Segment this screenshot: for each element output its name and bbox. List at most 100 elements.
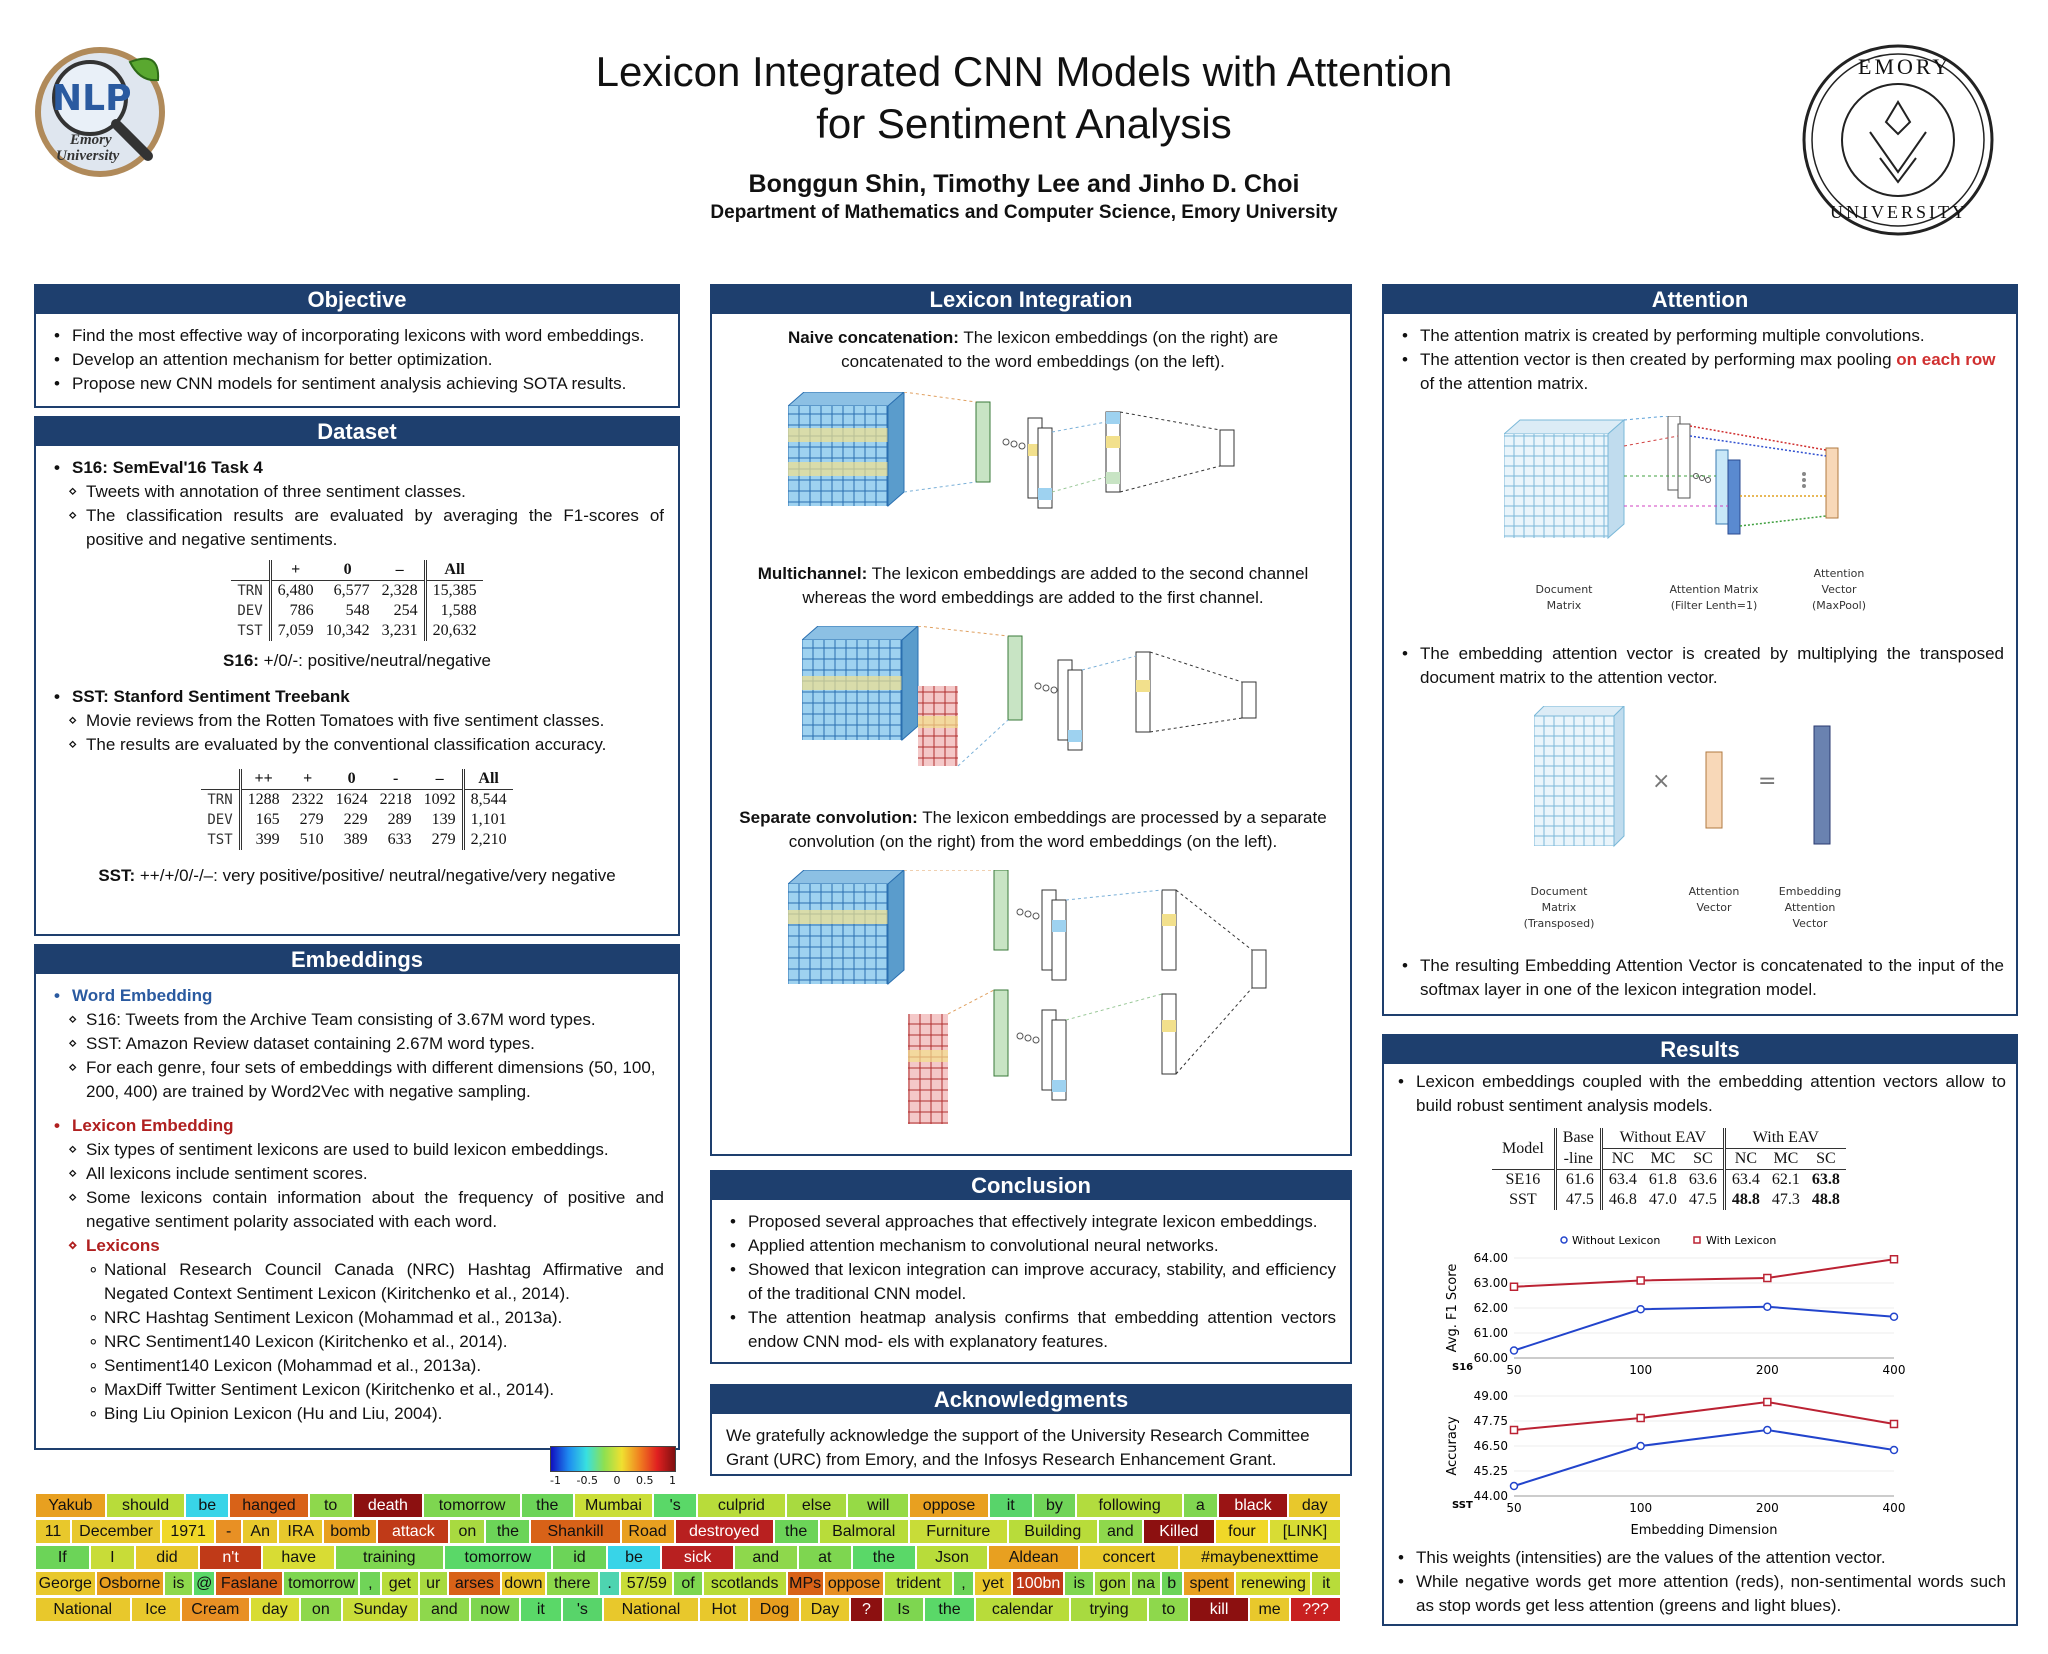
s16-items: Tweets with annotation of three sentimen… — [64, 480, 664, 552]
y-tick-label: 61.00 — [1474, 1326, 1508, 1340]
results-item-2: This weights (intensities) are the value… — [1394, 1546, 2006, 1570]
table-cell: 389 — [343, 831, 368, 848]
s16-item: The classification results are evaluated… — [64, 504, 664, 552]
fig1-am-label-2: (Filter Lenth=1) — [1670, 599, 1758, 612]
heatmap-word: ur — [419, 1572, 448, 1595]
heatmap-word: ??? — [1291, 1598, 1340, 1621]
heatmap-word: Killed — [1143, 1520, 1214, 1543]
word-embedding-item: For each genre, four sets of embeddings … — [64, 1056, 664, 1104]
heatmap-word: , — [953, 1572, 974, 1595]
heatmap-word: following — [1077, 1494, 1182, 1517]
separate-conv-text: Separate convolution: The lexicon embedd… — [728, 806, 1338, 854]
lexicon-embedding-item: All lexicons include sentiment scores. — [64, 1162, 664, 1186]
heatmap-word: on — [301, 1598, 341, 1621]
seal-bottom-text: UNIVERSITY — [1830, 202, 1968, 222]
results-cell: 47.3 — [1771, 1191, 1800, 1208]
heatmap-word: get — [382, 1572, 418, 1595]
data-point — [1509, 1346, 1519, 1355]
heatmap-word: National — [36, 1598, 130, 1621]
objective-panel: Objective Find the most effective way of… — [34, 284, 680, 408]
heatmap-word: black — [1218, 1494, 1288, 1517]
sst-item: Movie reviews from the Rotten Tomatoes w… — [64, 709, 664, 733]
table-row: TRN 6,480 6,577 2,328 15,385 — [231, 580, 483, 601]
heatmap-word: and — [1098, 1520, 1142, 1543]
table-cell: 6,577 — [333, 582, 370, 599]
heatmap-word: Osborne — [96, 1572, 163, 1595]
heatmap-word: the — [853, 1546, 915, 1569]
s16-caption: S16: +/0/-: positive/neutral/negative — [50, 649, 664, 673]
heatmap-word: 100bn — [1012, 1572, 1064, 1595]
naive-body: The lexicon embeddings (on the right) ar… — [841, 328, 1279, 371]
results-subheader: NC — [1599, 1148, 1643, 1170]
conclusion-title: Conclusion — [712, 1172, 1350, 1200]
data-point — [1763, 1425, 1772, 1435]
naive-text: Naive concatenation: The lexicon embeddi… — [752, 326, 1314, 374]
acknowledgments-title: Acknowledgments — [712, 1386, 1350, 1414]
corner-label: SST — [1452, 1500, 1473, 1511]
table-header: All — [461, 769, 513, 790]
sst-item: The results are evaluated by the convent… — [64, 733, 664, 757]
table-header: - — [373, 769, 418, 790]
heatmap-word: destroyed — [675, 1520, 773, 1543]
heatmap-word: . — [599, 1572, 620, 1595]
lexicon-item: NRC Hashtag Sentiment Lexicon (Mohammad … — [86, 1306, 664, 1330]
heatmap-word: oppose — [824, 1572, 884, 1595]
heatmap-row: Yakub should be hanged to death tomorrow the Mum… — [36, 1494, 1342, 1517]
table-cell: 229 — [343, 811, 368, 828]
fig2-doc-label-3: (Transposed) — [1523, 917, 1595, 930]
objective-list: Find the most effective way of incorpora… — [50, 324, 664, 396]
results-cell: 48.8 — [1811, 1191, 1840, 1208]
lexicon-item: Bing Liu Opinion Lexicon (Hu and Liu, 20… — [86, 1402, 664, 1426]
dataset-panel: Dataset S16: SemEval'16 Task 4 Tweets wi… — [34, 416, 680, 936]
results-model-header: Model — [1492, 1128, 1556, 1170]
table-cell: 786 — [268, 601, 320, 621]
lexicon-integration-title: Lexicon Integration — [712, 286, 1350, 314]
heatmap-word: 's — [562, 1598, 603, 1621]
heatmap-word: it — [1312, 1572, 1340, 1595]
table-cell: 254 — [393, 602, 418, 619]
heatmap-word: trying — [1071, 1598, 1147, 1621]
results-baseline-header: Base — [1553, 1128, 1602, 1149]
sst-table: ++ +0- – All TRN 1288 2322 1624 2218 1092 8,544 DEV… — [201, 769, 513, 850]
colorbar-tick: -1 — [550, 1474, 561, 1487]
acknowledgments-text: We gratefully acknowledge the support of… — [726, 1426, 1310, 1469]
row-label: TRN — [237, 583, 263, 599]
heatmap-word: n't — [199, 1546, 262, 1569]
colorbar-tick: 0.5 — [635, 1474, 654, 1487]
heatmap-word: by — [1033, 1494, 1076, 1517]
colorbar-tick: -0.5 — [576, 1474, 598, 1487]
lexicon-embedding-item: Some lexicons contain information about … — [64, 1186, 664, 1234]
y-tick-label: 63.00 — [1474, 1276, 1508, 1290]
y-tick-label: 49.00 — [1474, 1389, 1508, 1403]
lexicon-embedding-heading: Lexicon Embedding — [50, 1114, 664, 1138]
lexicon-list: National Research Council Canada (NRC) H… — [86, 1258, 664, 1426]
results-cell: 47.5 — [1688, 1191, 1717, 1208]
heatmap-word: kill — [1190, 1598, 1248, 1621]
table-cell: 3,231 — [381, 622, 418, 639]
multichannel-text: Multichannel: The lexicon embeddings are… — [742, 562, 1324, 610]
heatmap-word: Furniture — [909, 1520, 1007, 1543]
s16-item: Tweets with annotation of three sentimen… — [64, 480, 664, 504]
heatmap-word: be — [186, 1494, 229, 1517]
table-header: + — [285, 769, 330, 790]
table-cell: 279 — [299, 811, 324, 828]
data-point — [1889, 1419, 1899, 1429]
fig2-doc-label-2: Matrix — [1541, 901, 1577, 914]
nlp-logo-sub2: University — [56, 148, 120, 164]
heatmap-word: Road — [621, 1520, 674, 1543]
table-corner — [201, 769, 241, 790]
heatmap-word: , — [360, 1572, 381, 1595]
fig2-av-label: Attention Vector — [1674, 884, 1754, 916]
results-row-label: SST — [1509, 1191, 1537, 1208]
data-point — [1889, 1255, 1899, 1264]
attention-panel: Attention The attention matrix is create… — [1382, 284, 2018, 1016]
table-cell: 139 — [431, 811, 456, 828]
row-label: TRN — [207, 792, 233, 808]
heatmap-word: it — [989, 1494, 1032, 1517]
results-cell: 61.6 — [1553, 1169, 1602, 1190]
heatmap-word: concert — [1079, 1546, 1178, 1569]
series-line-without — [1513, 1428, 1895, 1487]
lexicons-heading: Lexicons — [64, 1234, 664, 1258]
fig1-av-label-3: (MaxPool) — [1811, 599, 1867, 612]
heatmap-word: day — [1289, 1494, 1341, 1517]
